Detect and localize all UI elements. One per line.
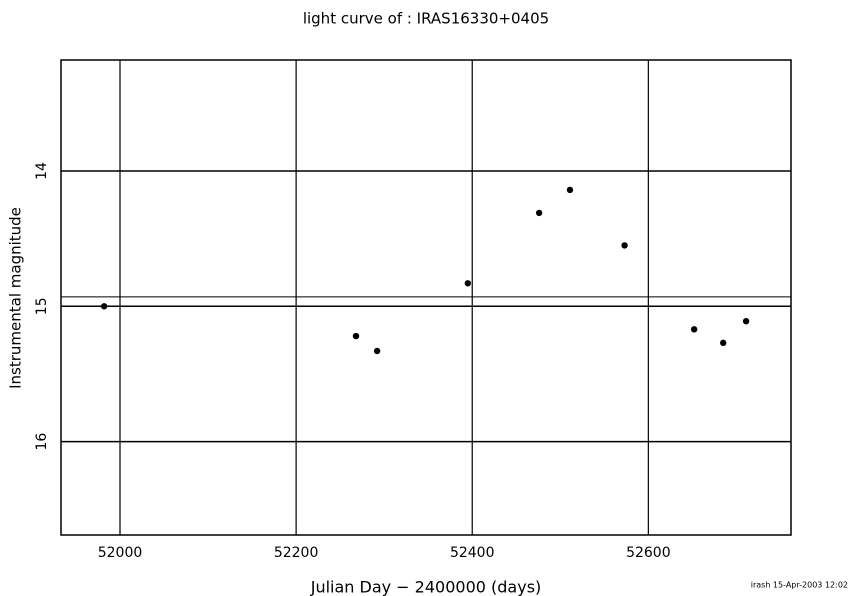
y-tick-label: 14 <box>34 162 50 180</box>
x-axis-label: Julian Day − 2400000 (days) <box>310 578 542 596</box>
data-point <box>719 339 727 347</box>
x-tick-label: 52200 <box>274 545 319 561</box>
y-axis-label: Instrumental magnitude <box>7 207 25 389</box>
data-point <box>464 280 472 287</box>
chart-title: light curve of : IRAS16330+0405 <box>303 10 549 28</box>
x-tick-label: 52400 <box>450 545 495 561</box>
footer: irash 15-Apr-2003 12:02 <box>751 581 848 590</box>
data-point <box>566 186 574 194</box>
data-point <box>535 209 543 217</box>
data-point <box>690 326 698 333</box>
data-point <box>742 317 750 325</box>
data-point <box>352 332 360 340</box>
data-point <box>100 303 108 310</box>
x-tick-label: 52000 <box>98 545 143 561</box>
x-tick-label: 52600 <box>626 545 671 561</box>
data-point <box>373 347 381 355</box>
y-tick-label: 15 <box>34 297 50 315</box>
data-point <box>621 242 628 249</box>
plot-frame <box>60 59 792 536</box>
y-tick-label: 16 <box>34 433 50 451</box>
